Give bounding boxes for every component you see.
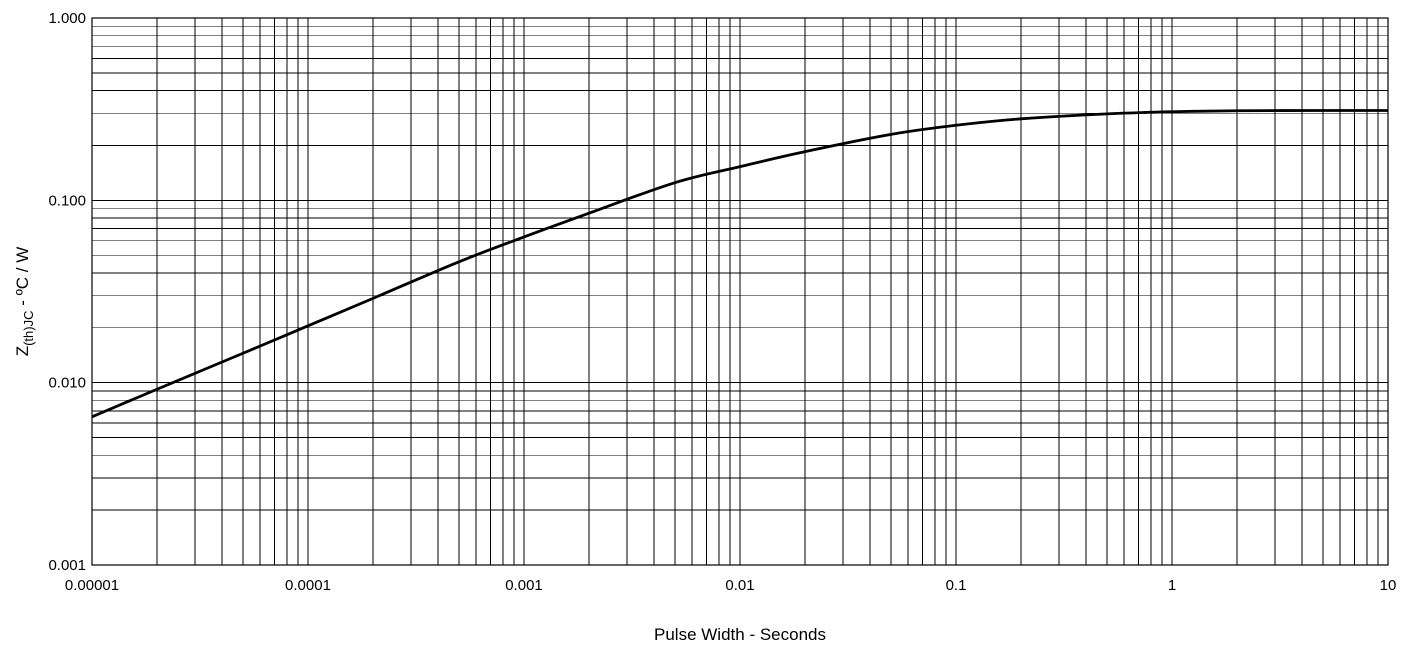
y-tick-label: 0.001 — [48, 557, 86, 574]
grid — [91, 18, 1388, 566]
x-tick-label: 1 — [1168, 577, 1176, 594]
y-tick-labels: 0.001 0.010 0.100 1.000 — [48, 10, 86, 574]
x-tick-label: 10 — [1380, 577, 1397, 594]
y-axis-title: Z(th)JC - ºC / W — [13, 247, 36, 357]
y-tick-label: 0.100 — [48, 192, 86, 209]
x-axis-title: Pulse Width - Seconds — [654, 625, 826, 644]
y-tick-label: 0.010 — [48, 375, 86, 392]
y-axis-title-main: Z — [13, 346, 32, 356]
y-tick-label: 1.000 — [48, 10, 86, 27]
x-tick-label: 0.0001 — [285, 577, 331, 594]
x-tick-label: 0.00001 — [65, 577, 119, 594]
y-axis-title-rest: - ºC / W — [13, 247, 32, 311]
x-tick-label: 0.001 — [505, 577, 543, 594]
x-tick-labels: 0.00001 0.0001 0.001 0.01 0.1 1 10 — [65, 577, 1396, 594]
series-line — [91, 109, 1389, 419]
x-tick-label: 0.01 — [725, 577, 754, 594]
y-axis-title-subscript: (th)JC — [21, 311, 36, 346]
plot-frame — [91, 17, 1389, 566]
x-tick-label: 0.1 — [946, 577, 967, 594]
